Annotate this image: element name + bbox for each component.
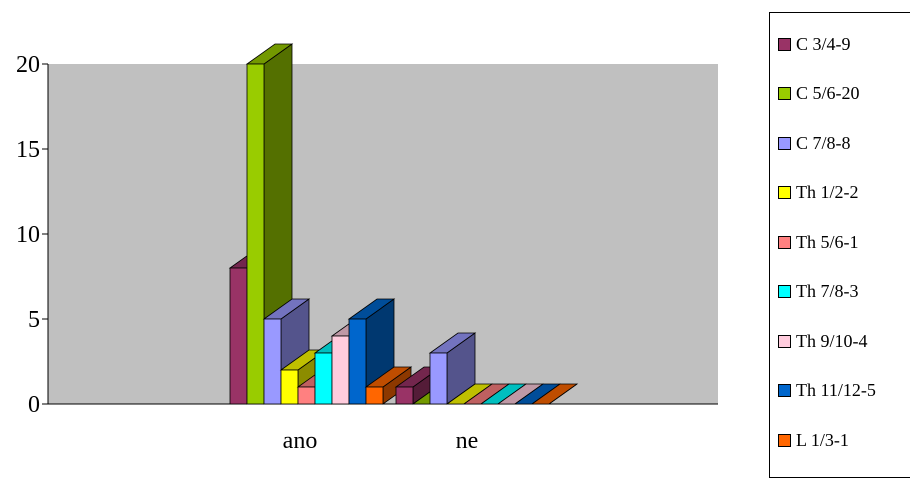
legend-item: Th 5/6-1 — [778, 231, 859, 253]
legend-label: Th 7/8-3 — [796, 281, 859, 301]
legend-label: Th 11/12-5 — [796, 380, 876, 400]
legend-item: Th 7/8-3 — [778, 281, 859, 303]
legend-item: Th 9/10-4 — [778, 330, 868, 352]
legend-item: C 5/6-20 — [778, 83, 860, 105]
bar-front — [348, 318, 367, 405]
legend-label: Th 9/10-4 — [796, 330, 868, 351]
legend-swatch — [778, 235, 791, 249]
bar-front — [395, 386, 414, 405]
legend-swatch — [778, 37, 791, 51]
x-category-label: ne — [456, 428, 479, 454]
y-tick-label: 0 — [28, 392, 40, 418]
legend-label: C 3/4-9 — [796, 33, 851, 54]
legend-swatch — [778, 285, 791, 298]
legend-swatch — [778, 334, 791, 348]
legend-label: C 7/8-8 — [796, 132, 851, 153]
bar — [428, 332, 477, 405]
bar-front — [263, 318, 282, 405]
chart: 0 5 10 15 20 ano ne — [16, 43, 718, 454]
y-tick-label: 5 — [28, 307, 40, 333]
bar-front — [429, 352, 448, 405]
y-tick-label: 10 — [16, 222, 40, 248]
legend-label: Th 5/6-1 — [796, 231, 859, 252]
bar — [530, 383, 579, 405]
x-axis: ano ne — [48, 403, 718, 454]
bar-front — [246, 63, 265, 405]
bar-front — [297, 386, 316, 405]
legend-item: C 7/8-8 — [778, 132, 851, 154]
legend-label: Th 1/2-2 — [796, 182, 859, 202]
bar-front — [314, 352, 333, 405]
legend-item: Th 1/2-2 — [778, 182, 859, 204]
bar-top — [530, 383, 579, 405]
y-tick-label: 15 — [16, 137, 40, 163]
legend-swatch — [778, 136, 791, 150]
bar-front — [331, 335, 350, 405]
y-tick-label: 20 — [16, 52, 40, 78]
legend-swatch — [778, 87, 791, 100]
legend-label: L 1/3-1 — [796, 429, 849, 450]
bar-front — [280, 369, 299, 405]
legend: C 3/4-9 C 5/6-20 C 7/8-8 Th 1/2-2 Th 5/6-1 Th… — [769, 12, 910, 478]
bar-front — [365, 386, 384, 405]
bar — [364, 366, 413, 405]
x-category-label: ano — [283, 428, 318, 454]
legend-swatch — [778, 384, 791, 397]
legend-swatch — [778, 433, 791, 447]
legend-item: C 3/4-9 — [778, 33, 851, 55]
bars — [228, 43, 579, 405]
legend-item: L 1/3-1 — [778, 429, 849, 451]
legend-label: C 5/6-20 — [796, 83, 860, 103]
legend-swatch — [778, 186, 791, 199]
bar-front — [229, 267, 248, 405]
y-axis: 0 5 10 15 20 — [16, 52, 49, 418]
legend-item: Th 11/12-5 — [778, 380, 876, 402]
